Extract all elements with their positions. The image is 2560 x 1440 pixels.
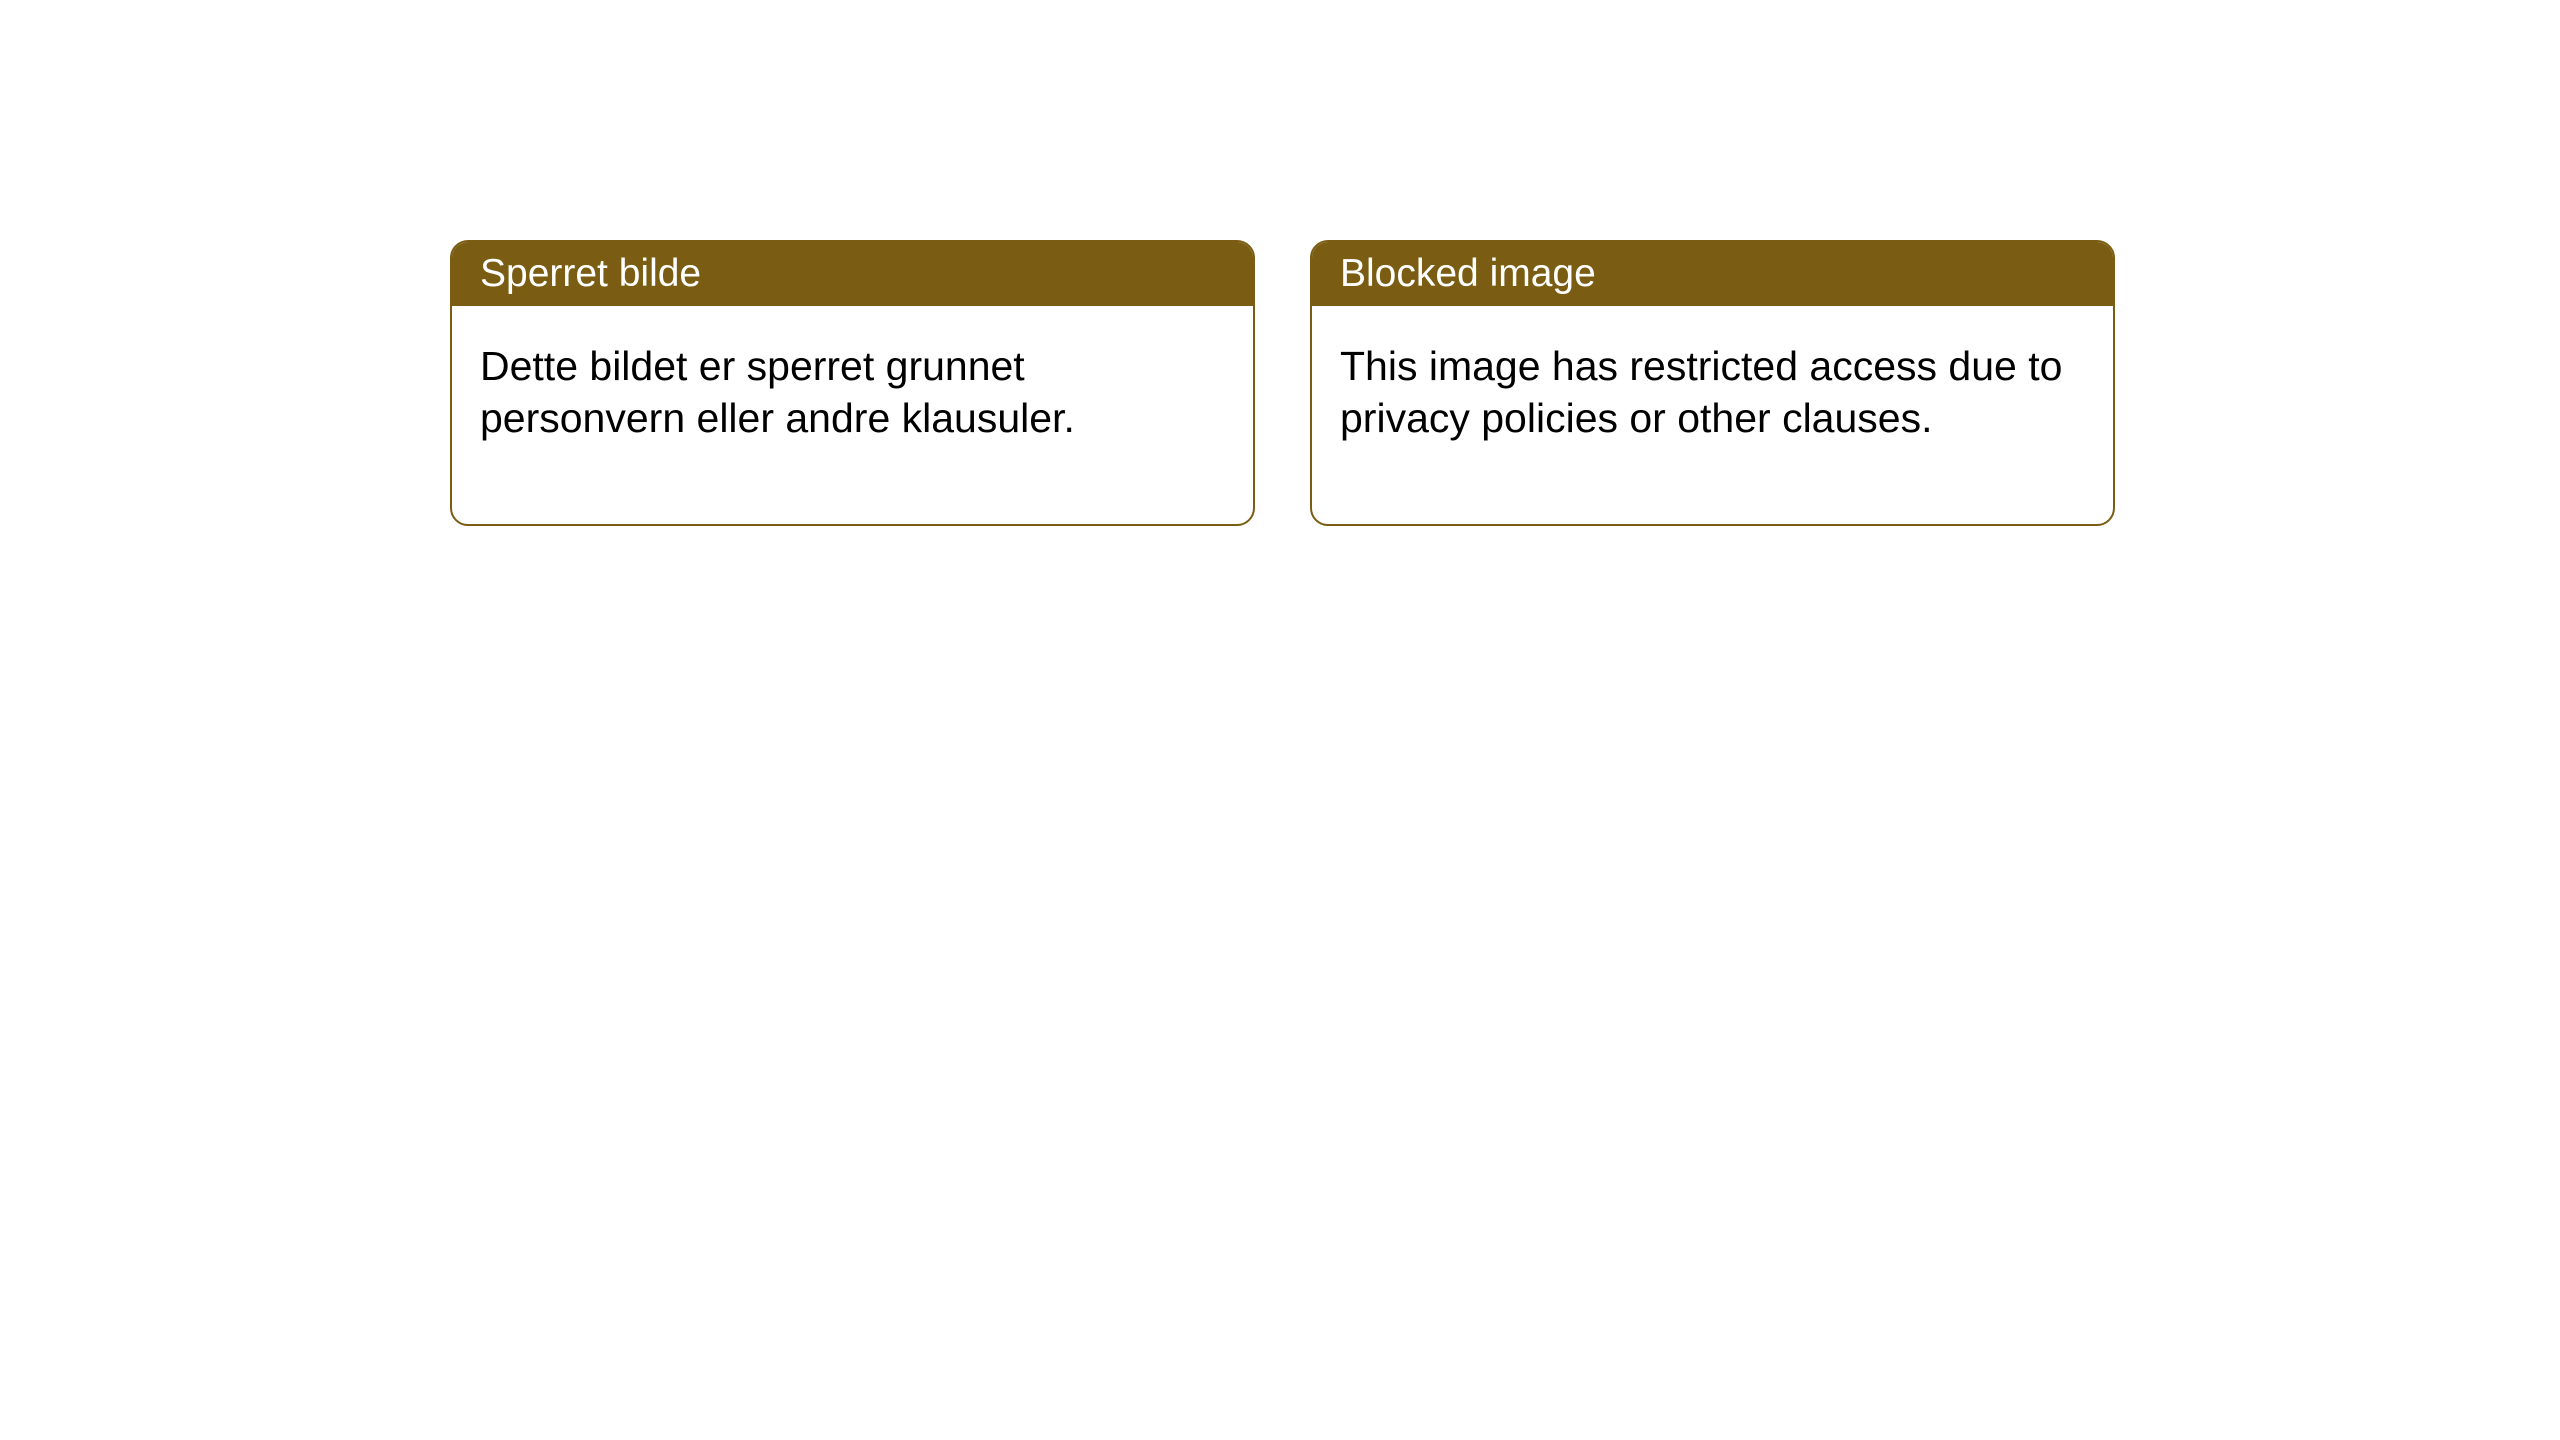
card-header: Sperret bilde [452, 242, 1253, 306]
card-body: This image has restricted access due to … [1312, 306, 2113, 524]
blocked-image-cards: Sperret bilde Dette bildet er sperret gr… [450, 240, 2560, 526]
blocked-image-card-en: Blocked image This image has restricted … [1310, 240, 2115, 526]
card-body: Dette bildet er sperret grunnet personve… [452, 306, 1253, 524]
blocked-image-card-no: Sperret bilde Dette bildet er sperret gr… [450, 240, 1255, 526]
card-header: Blocked image [1312, 242, 2113, 306]
